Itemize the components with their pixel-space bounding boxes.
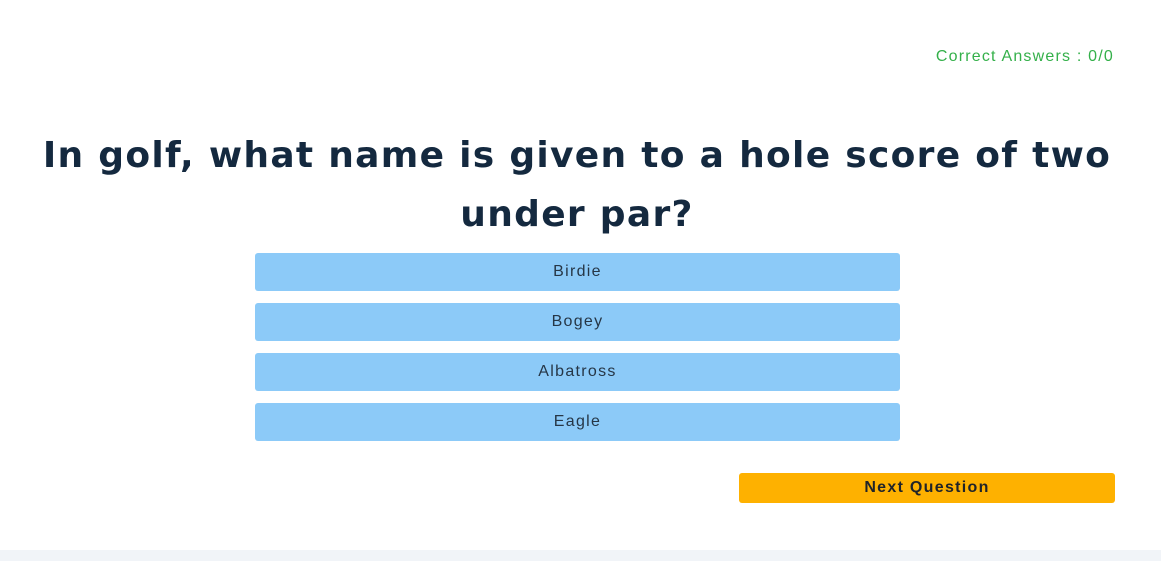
answer-option-albatross[interactable]: Albatross — [255, 353, 900, 391]
answer-option-bogey[interactable]: Bogey — [255, 303, 900, 341]
next-question-button[interactable]: Next Question — [739, 473, 1115, 503]
correct-answers-counter: Correct Answers : 0/0 — [935, 48, 1114, 65]
answer-option-birdie[interactable]: Birdie — [255, 253, 900, 291]
question-text: In golf, what name is given to a hole sc… — [42, 135, 1112, 236]
answer-option-eagle[interactable]: Eagle — [255, 403, 900, 441]
answer-options: Birdie Bogey Albatross Eagle — [255, 253, 900, 453]
